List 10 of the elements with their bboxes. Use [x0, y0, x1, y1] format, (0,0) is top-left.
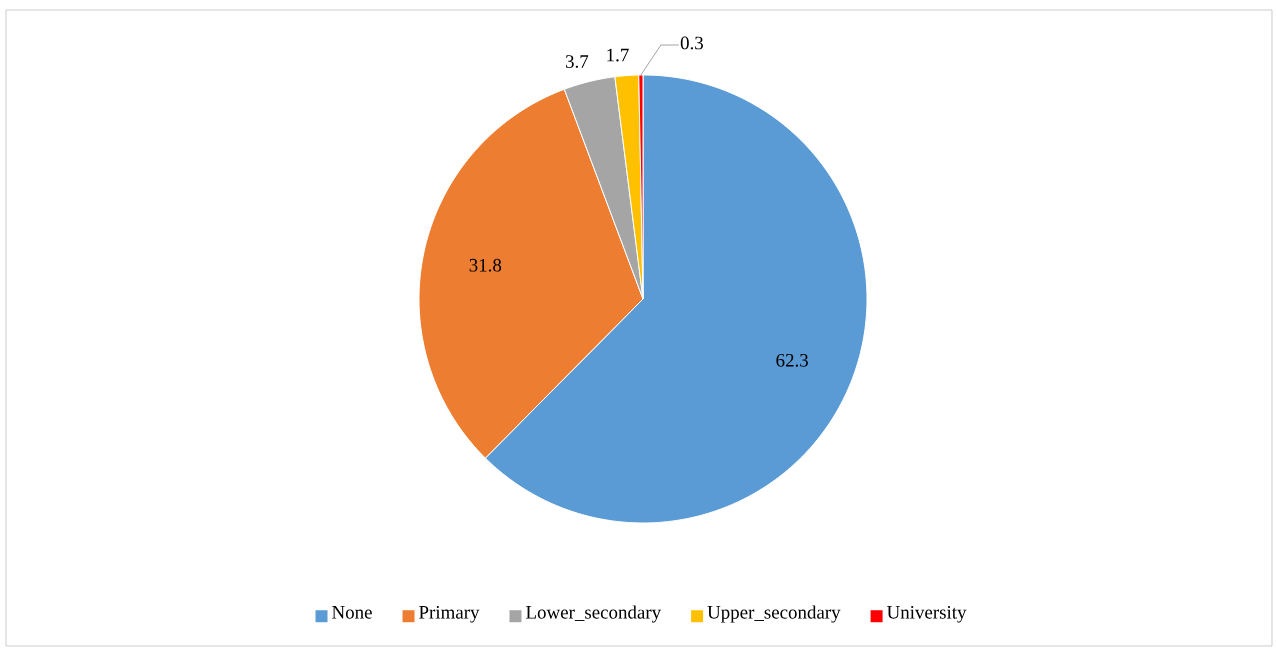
- legend-label: None: [332, 606, 372, 619]
- legend-label: Primary: [419, 605, 480, 623]
- data-label: 62.3: [776, 353, 808, 367]
- data-label: 0.3: [680, 36, 703, 50]
- data-label: 3.7: [565, 55, 589, 68]
- legend-label: Upper_secondary: [707, 605, 841, 623]
- legend-label: University: [886, 605, 967, 623]
- legend-label: Lower_secondary: [526, 605, 662, 623]
- data-label: 31.8: [469, 258, 502, 272]
- data-label: 1.7: [607, 48, 629, 62]
